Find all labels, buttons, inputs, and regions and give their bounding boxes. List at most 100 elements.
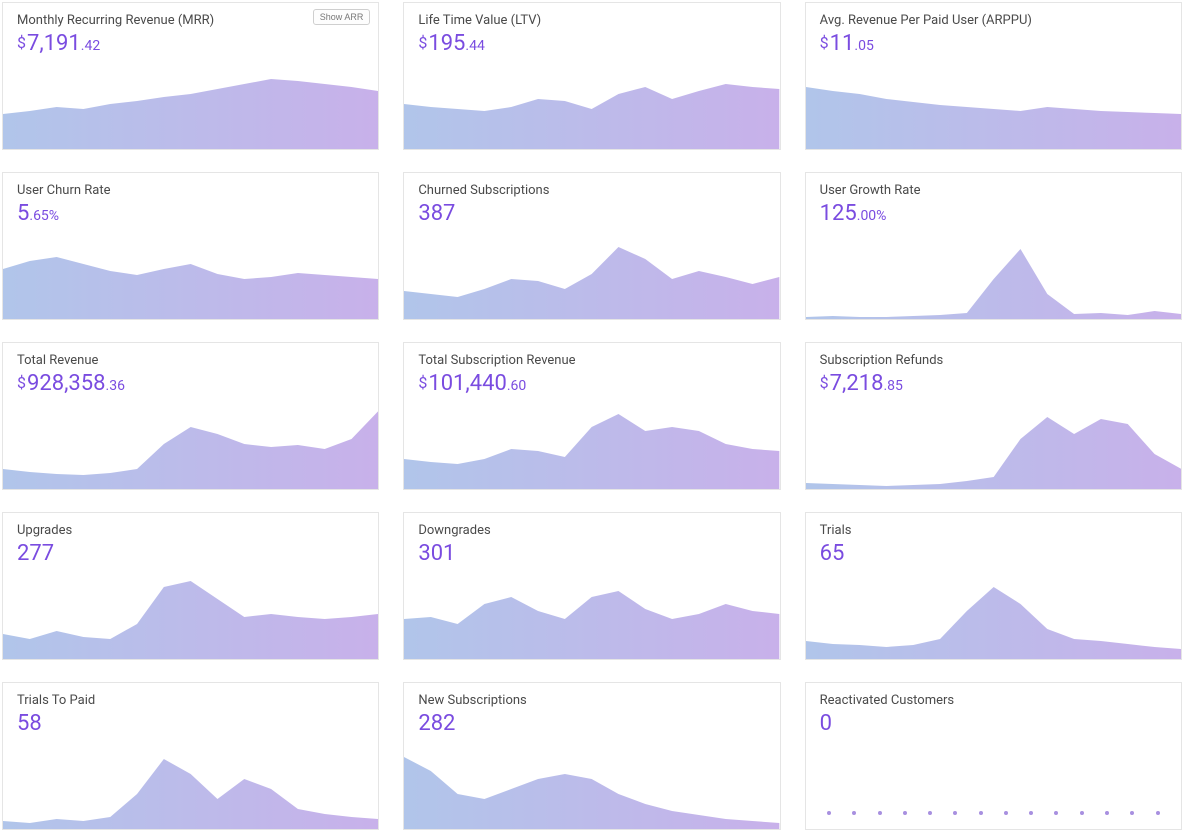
value-main: 5	[17, 201, 29, 226]
card-title: Subscription Refunds	[820, 353, 1167, 368]
dot-icon	[928, 811, 932, 815]
card-title: Trials	[820, 523, 1167, 538]
show-arr-button[interactable]: Show ARR	[313, 9, 371, 25]
sparkline-chart	[404, 64, 779, 149]
card-header: Subscription Refunds $7,218.85	[806, 343, 1181, 400]
dot-icon	[1029, 811, 1033, 815]
metric-card-sub-refunds[interactable]: Subscription Refunds $7,218.85	[805, 342, 1182, 490]
card-header: Avg. Revenue Per Paid User (ARPPU)$11.05	[806, 3, 1181, 60]
value-prefix: $	[17, 33, 26, 52]
dot-icon	[1054, 811, 1058, 815]
sparkline-chart	[3, 234, 378, 319]
card-value: 0	[820, 712, 1167, 736]
card-header: Trials To Paid 58	[3, 683, 378, 740]
card-header: User Growth Rate 125.00%	[806, 173, 1181, 230]
card-header: Churned Subscriptions 387	[404, 173, 779, 230]
card-title: Life Time Value (LTV)	[418, 13, 765, 28]
card-header: Life Time Value (LTV) $195.44	[404, 3, 779, 60]
sparkline-chart	[3, 404, 378, 489]
metric-card-new-subs[interactable]: New Subscriptions 282	[403, 682, 780, 830]
metric-card-ltv[interactable]: Life Time Value (LTV) $195.44	[403, 2, 780, 150]
card-value: $11.05	[820, 32, 1167, 56]
card-value: 301	[418, 542, 765, 566]
value-prefix: $	[418, 373, 427, 392]
value-prefix: $	[820, 33, 829, 52]
card-header: Downgrades 301	[404, 513, 779, 570]
metric-card-mrr[interactable]: Show ARRMonthly Recurring Revenue (MRR)$…	[2, 2, 379, 150]
dot-icon	[1156, 811, 1160, 815]
card-value: 65	[820, 542, 1167, 566]
card-title: Churned Subscriptions	[418, 183, 765, 198]
sparkline-chart	[404, 234, 779, 319]
card-value: 387	[418, 202, 765, 226]
value-main: 7,191	[27, 31, 81, 56]
value-main: 7,218	[830, 371, 884, 396]
value-main: 125	[820, 201, 857, 226]
card-value: 125.00%	[820, 202, 1167, 226]
card-header: Trials 65	[806, 513, 1181, 570]
value-main: 101,440	[428, 371, 507, 396]
card-title: Reactivated Customers	[820, 693, 1167, 708]
value-decimals: .00%	[857, 208, 887, 224]
sparkline-chart	[806, 404, 1181, 489]
card-value: $195.44	[418, 32, 765, 56]
metrics-grid: Show ARRMonthly Recurring Revenue (MRR)$…	[2, 2, 1182, 830]
metric-card-churned-subs[interactable]: Churned Subscriptions 387	[403, 172, 780, 320]
metric-card-trials-to-paid[interactable]: Trials To Paid 58	[2, 682, 379, 830]
card-title: Upgrades	[17, 523, 364, 538]
card-title: Trials To Paid	[17, 693, 364, 708]
value-main: 282	[418, 711, 455, 736]
metric-card-arppu[interactable]: Avg. Revenue Per Paid User (ARPPU)$11.05	[805, 2, 1182, 150]
dot-icon	[827, 811, 831, 815]
value-decimals: .05	[854, 38, 873, 54]
card-value: 282	[418, 712, 765, 736]
sparkline-chart	[3, 744, 378, 829]
metric-card-growth-rate[interactable]: User Growth Rate 125.00%	[805, 172, 1182, 320]
dot-icon	[1080, 811, 1084, 815]
card-value: $101,440.60	[418, 372, 765, 396]
card-title: New Subscriptions	[418, 693, 765, 708]
dot-icon	[878, 811, 882, 815]
card-title: User Churn Rate	[17, 183, 364, 198]
card-header: Total Subscription Revenue$101,440.60	[404, 343, 779, 400]
metric-card-churn-rate[interactable]: User Churn Rate 5.65%	[2, 172, 379, 320]
value-main: 58	[17, 711, 42, 736]
dot-icon	[1130, 811, 1134, 815]
card-title: Downgrades	[418, 523, 765, 538]
sparkline-chart	[806, 574, 1181, 659]
sparkline-chart	[3, 574, 378, 659]
card-header: Reactivated Customers 0	[806, 683, 1181, 740]
empty-data-dots	[806, 811, 1181, 815]
value-decimals: .36	[106, 378, 125, 394]
card-value: 277	[17, 542, 364, 566]
value-decimals: .42	[81, 38, 100, 54]
metric-card-total-sub-revenue[interactable]: Total Subscription Revenue$101,440.60	[403, 342, 780, 490]
sparkline-chart	[404, 404, 779, 489]
dot-icon	[979, 811, 983, 815]
value-prefix: $	[17, 373, 26, 392]
metric-card-total-revenue[interactable]: Total Revenue $928,358.36	[2, 342, 379, 490]
value-prefix: $	[418, 33, 427, 52]
card-title: User Growth Rate	[820, 183, 1167, 198]
card-header: Upgrades 277	[3, 513, 378, 570]
value-decimals: .85	[883, 378, 902, 394]
sparkline-chart	[806, 64, 1181, 149]
metric-card-upgrades[interactable]: Upgrades 277	[2, 512, 379, 660]
metric-card-downgrades[interactable]: Downgrades 301	[403, 512, 780, 660]
value-main: 277	[17, 541, 54, 566]
value-main: 301	[418, 541, 455, 566]
sparkline-chart	[3, 64, 378, 149]
value-decimals: .65%	[29, 208, 59, 224]
dot-icon	[1105, 811, 1109, 815]
value-main: 11	[830, 31, 855, 56]
card-title: Total Revenue	[17, 353, 364, 368]
metric-card-reactivated[interactable]: Reactivated Customers 0	[805, 682, 1182, 830]
card-value: $7,218.85	[820, 372, 1167, 396]
dot-icon	[852, 811, 856, 815]
value-decimals: .60	[507, 378, 526, 394]
value-main: 928,358	[27, 371, 106, 396]
value-decimals: .44	[465, 38, 484, 54]
sparkline-chart	[404, 574, 779, 659]
card-value: $928,358.36	[17, 372, 364, 396]
metric-card-trials[interactable]: Trials 65	[805, 512, 1182, 660]
